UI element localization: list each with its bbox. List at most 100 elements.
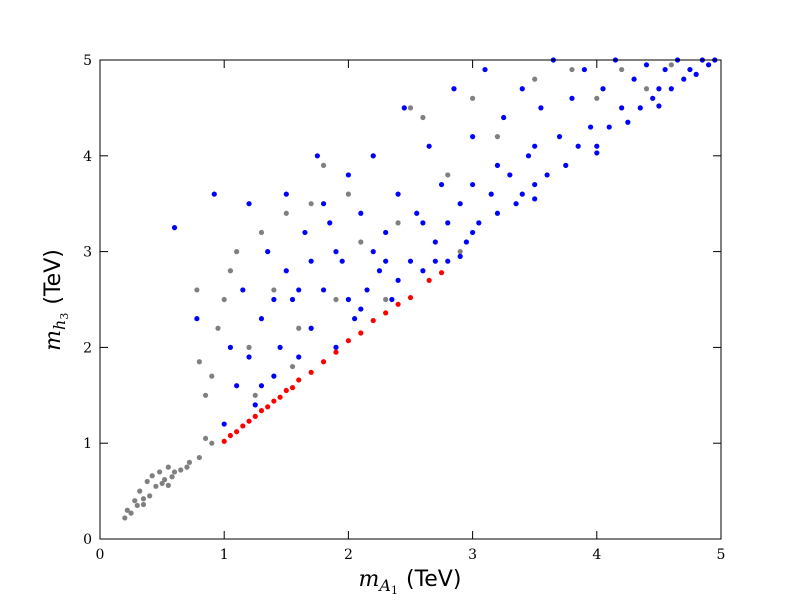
point <box>383 296 389 303</box>
point <box>470 134 476 140</box>
point <box>457 201 463 207</box>
point <box>240 423 246 429</box>
y-tick-label: 0 <box>83 532 92 548</box>
point <box>144 478 150 485</box>
point <box>271 296 277 303</box>
x-tick-label: 3 <box>468 547 477 563</box>
x-tick-label: 5 <box>717 547 726 563</box>
point <box>258 229 265 236</box>
point <box>345 191 351 197</box>
point <box>171 225 178 231</box>
point <box>407 294 414 301</box>
point <box>258 316 265 322</box>
point <box>407 105 414 111</box>
point <box>358 239 364 245</box>
point <box>662 66 668 73</box>
point <box>196 359 202 365</box>
point <box>501 114 507 121</box>
y-axis-label: mh3 (TeV) <box>41 249 71 351</box>
point <box>265 404 271 410</box>
point <box>149 473 155 479</box>
point <box>650 95 656 101</box>
point <box>320 162 327 168</box>
point <box>445 220 451 226</box>
point <box>289 385 296 391</box>
point <box>606 124 612 130</box>
point <box>532 76 538 82</box>
point <box>277 344 283 350</box>
point <box>327 220 333 226</box>
plot-frame <box>99 59 722 540</box>
point <box>132 498 138 504</box>
point <box>165 464 171 470</box>
point <box>407 258 414 264</box>
point <box>352 316 358 322</box>
point <box>594 143 600 149</box>
point <box>246 354 252 360</box>
x-label-symbol: m <box>359 567 380 592</box>
point <box>414 210 420 216</box>
point <box>258 383 265 389</box>
point <box>333 296 339 303</box>
point <box>178 467 184 473</box>
point <box>211 191 217 197</box>
point <box>594 95 600 101</box>
point <box>215 325 221 331</box>
point <box>519 191 525 197</box>
point <box>395 277 401 283</box>
x-tick-label: 4 <box>592 547 601 563</box>
point <box>401 105 407 111</box>
point <box>202 392 209 398</box>
point <box>240 287 246 293</box>
point <box>140 501 147 508</box>
point <box>470 95 476 101</box>
point <box>519 86 525 92</box>
point <box>124 507 130 513</box>
point <box>252 402 258 408</box>
point <box>451 86 457 92</box>
point <box>532 196 538 202</box>
point <box>383 310 389 316</box>
point <box>161 477 168 483</box>
point <box>445 258 451 264</box>
point <box>532 181 538 188</box>
point <box>463 239 469 245</box>
point <box>470 229 476 236</box>
point <box>420 220 426 226</box>
point <box>569 95 575 101</box>
point <box>656 86 662 92</box>
point <box>587 124 594 130</box>
point <box>283 268 289 274</box>
point <box>383 258 389 264</box>
point <box>283 387 289 394</box>
point <box>234 429 240 435</box>
y-tick-label: 3 <box>83 245 92 261</box>
point <box>209 373 215 379</box>
point <box>556 134 563 140</box>
point <box>221 296 227 303</box>
point <box>600 86 606 92</box>
point <box>345 338 351 344</box>
point <box>482 66 488 73</box>
point <box>277 394 283 400</box>
point <box>184 464 190 470</box>
point <box>186 459 193 465</box>
point <box>470 181 476 188</box>
point <box>445 172 451 178</box>
point <box>194 287 200 293</box>
point <box>544 172 550 178</box>
point <box>457 253 463 259</box>
point <box>643 86 650 92</box>
point <box>476 220 482 226</box>
point <box>358 330 364 336</box>
point <box>271 398 277 404</box>
y-label-symbol: m <box>41 330 66 351</box>
point <box>153 483 159 489</box>
point <box>426 143 432 149</box>
point <box>494 210 501 216</box>
point <box>137 488 143 494</box>
point <box>147 493 153 499</box>
point <box>333 344 339 350</box>
point <box>619 105 625 111</box>
point <box>420 114 426 121</box>
